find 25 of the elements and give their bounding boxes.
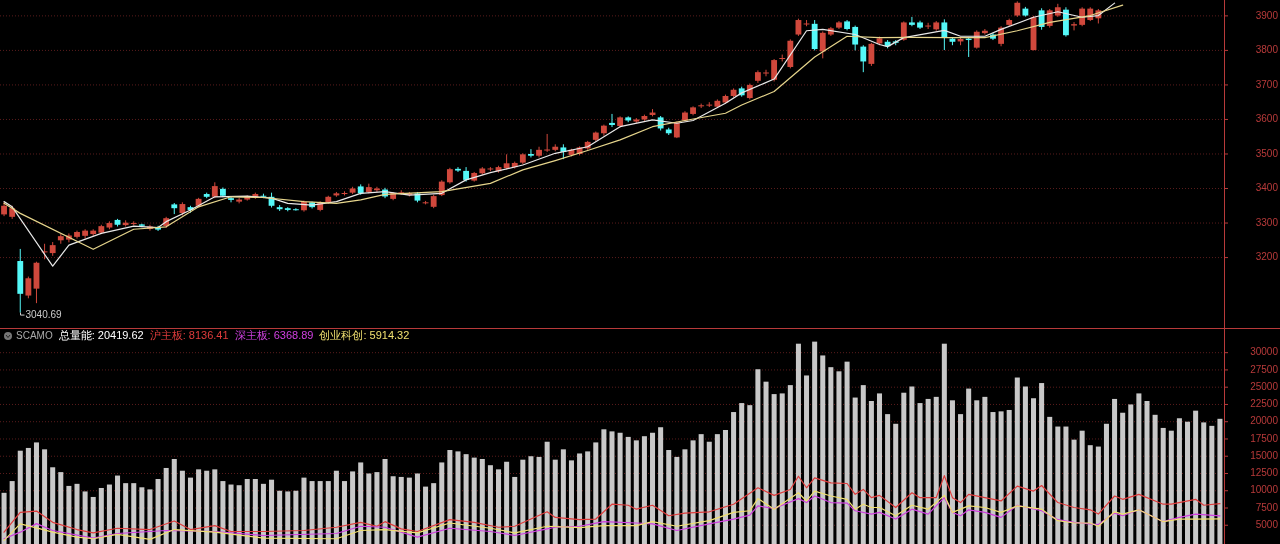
y-tick-label: 27500: [1250, 363, 1279, 375]
annotation: 总量能: 20419.62: [57, 328, 144, 341]
annotation: 深主板: 6368.89: [234, 328, 314, 341]
y-tick-label: 15000: [1250, 449, 1279, 461]
annotation: 沪主板: 8136.41: [149, 328, 229, 341]
y-tick-label: 22500: [1250, 398, 1279, 410]
y-tick-label: 30000: [1250, 346, 1279, 358]
y-tick-label: 12500: [1250, 467, 1279, 479]
y-tick-label: 7500: [1255, 501, 1279, 513]
y-tick-label: 3800: [1255, 44, 1279, 56]
y-tick-label: 3400: [1255, 182, 1279, 194]
y-tick-label: 3700: [1255, 78, 1279, 90]
annotation: 3040.69: [25, 308, 63, 320]
y-tick-label: 25000: [1250, 380, 1279, 392]
y-tick-label: 20000: [1250, 415, 1279, 427]
y-tick-label: 10000: [1250, 484, 1279, 496]
y-tick-label: 3900: [1255, 9, 1279, 21]
chart-title: SCAMO: [16, 329, 53, 341]
y-tick-label: 3500: [1255, 147, 1279, 159]
y-tick-label: 3200: [1255, 251, 1279, 263]
y-tick-label: 3300: [1255, 216, 1279, 228]
y-tick-label: 3600: [1255, 113, 1279, 125]
annotation: 创业科创: 5914.32: [319, 328, 410, 341]
y-tick-label: 17500: [1250, 432, 1279, 444]
y-tick-label: 5000: [1255, 518, 1279, 530]
